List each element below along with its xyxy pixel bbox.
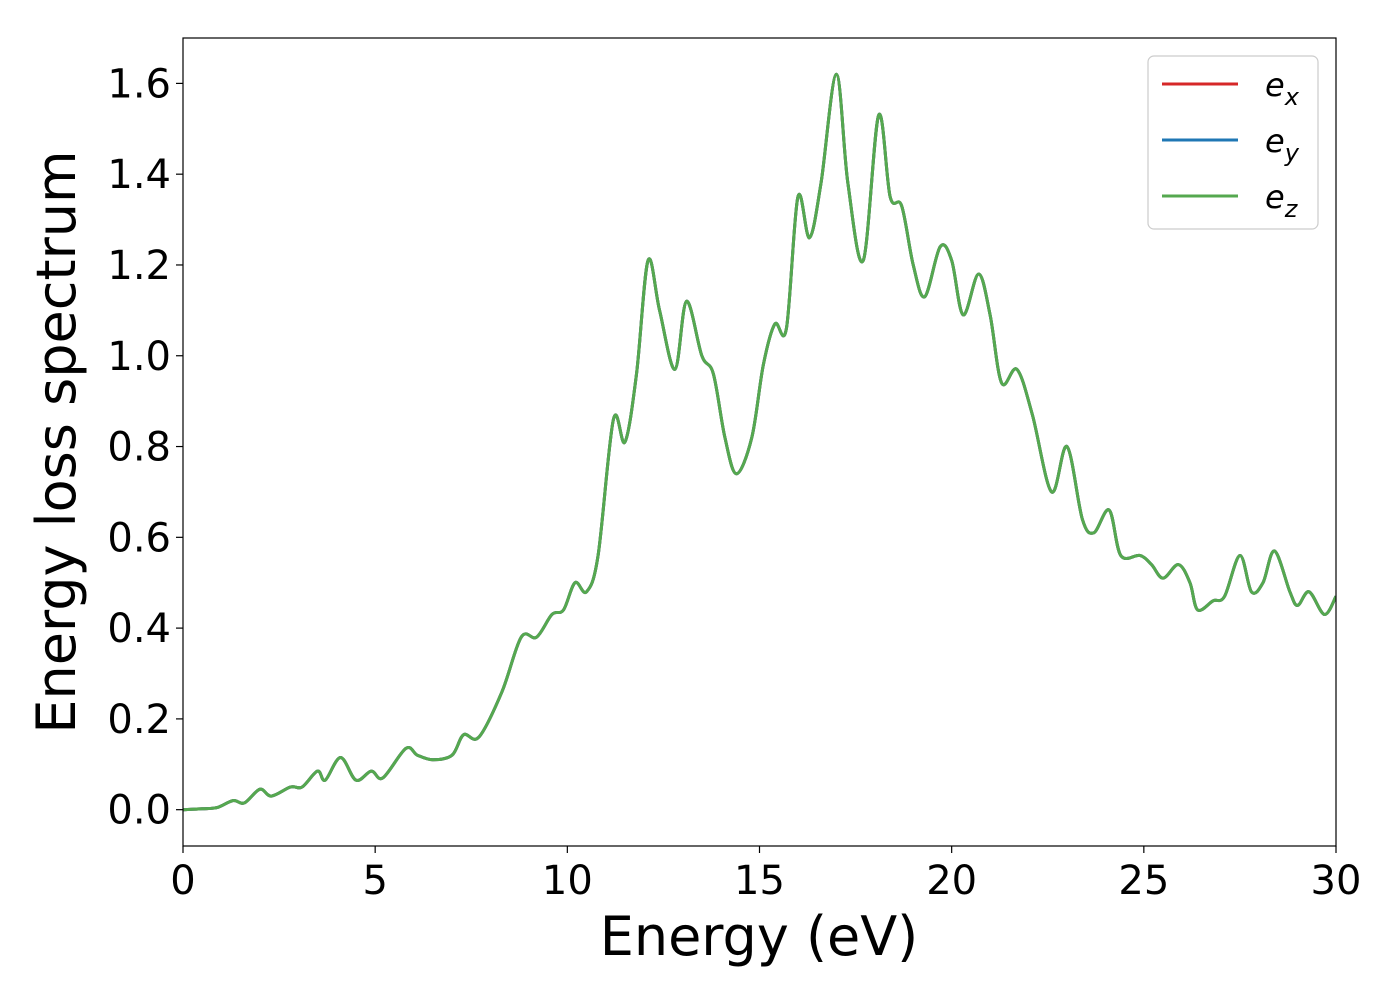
y-axis: 0.0 0.2 0.4 0.6 0.8 1.0 1.2 1.4 1.6 [107,61,183,834]
legend-label-subscript: y [1284,139,1300,167]
y-tick-label: 1.2 [107,243,171,289]
x-tick-label: 25 [1118,858,1169,904]
y-tick-label: 0.0 [107,788,171,834]
legend-label-ex: ex [1265,66,1300,111]
legend-label-base: e [1265,178,1285,216]
y-tick-label: 0.8 [107,425,171,471]
y-tick-label: 0.4 [107,606,171,652]
y-tick-label: 1.0 [107,334,171,380]
x-axis: 0 5 10 15 20 25 30 [170,846,1361,904]
x-tick-label: 10 [542,858,593,904]
x-axis-title: Energy (eV) [600,905,919,968]
y-tick-label: 1.6 [107,61,171,107]
legend-label-ez: ez [1265,178,1299,223]
plot-area [183,72,1336,812]
y-tick-label: 0.2 [107,697,171,743]
x-tick-label: 5 [362,858,387,904]
y-tick-label: 0.6 [107,515,171,561]
legend-label-base: e [1265,66,1285,104]
legend-label-base: e [1265,122,1285,160]
x-tick-label: 30 [1311,858,1362,904]
x-tick-label: 20 [926,858,977,904]
y-axis-title: Energy loss spectrum [25,150,88,733]
legend-label-subscript: x [1284,83,1300,111]
x-tick-label: 15 [734,858,785,904]
series-line-ez [183,72,1336,812]
legend-box [1147,55,1319,230]
legend-label-ey: ey [1265,122,1300,167]
legend-label-subscript: z [1284,195,1299,223]
y-tick-label: 1.4 [107,152,171,198]
x-tick-label: 0 [170,858,195,904]
